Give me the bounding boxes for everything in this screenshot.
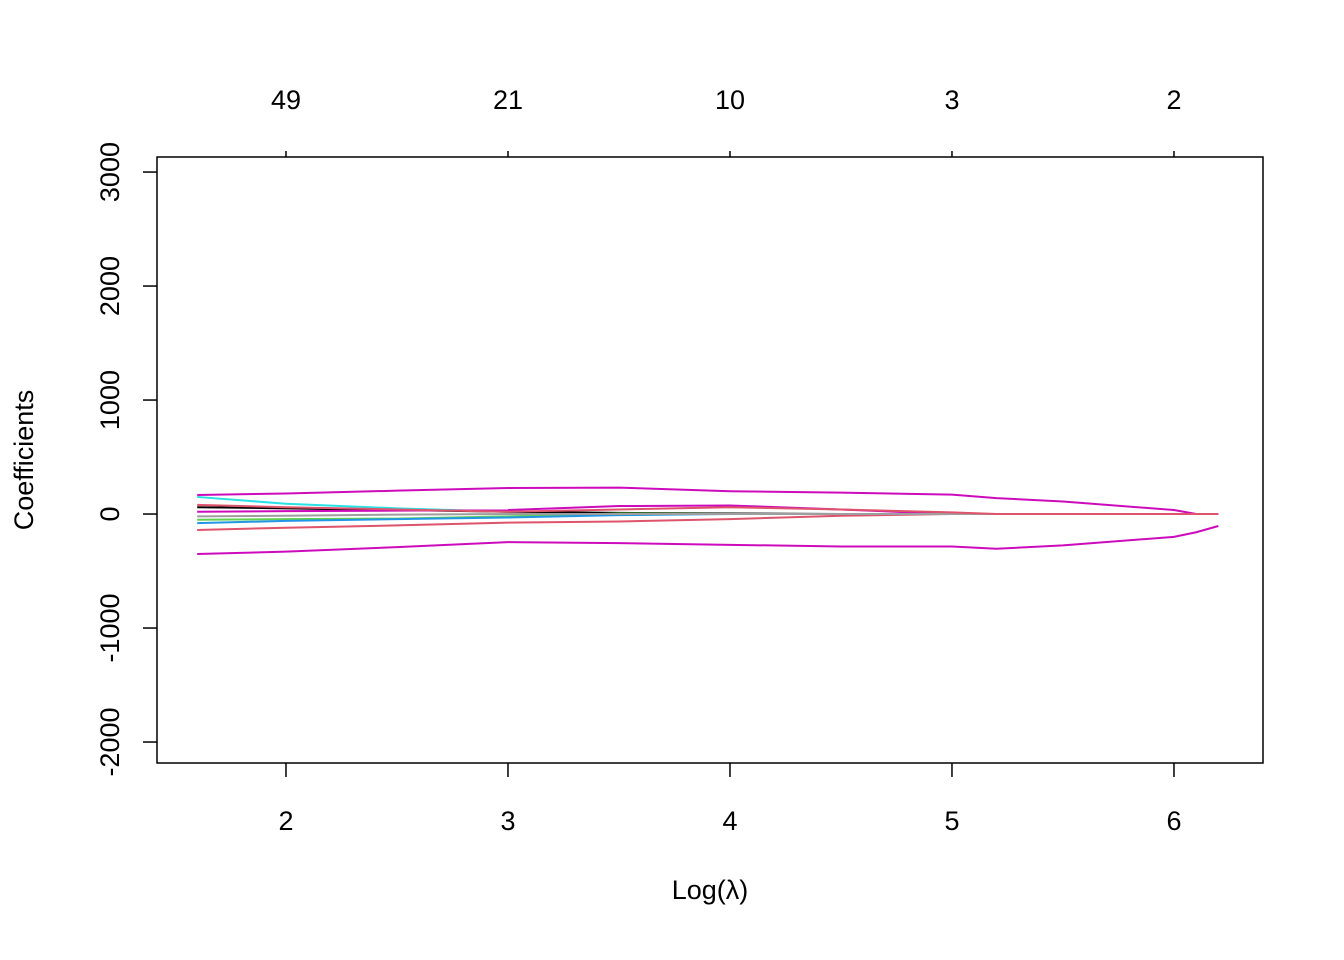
coef-path bbox=[197, 513, 1219, 531]
coef-path bbox=[197, 525, 1219, 556]
x-tick-label: 2 bbox=[278, 806, 293, 836]
top-tick-label: 49 bbox=[271, 85, 301, 115]
top-tick-label: 3 bbox=[944, 85, 959, 115]
x-tick-label: 3 bbox=[500, 806, 515, 836]
plot-frame bbox=[156, 156, 1264, 764]
top-tick-label: 21 bbox=[493, 85, 523, 115]
coef-path bbox=[197, 503, 1219, 516]
y-tick-label: 3000 bbox=[95, 142, 125, 202]
coef-path bbox=[197, 486, 1219, 516]
top-tick-label: 2 bbox=[1166, 85, 1181, 115]
x-tick-label: 5 bbox=[944, 806, 959, 836]
y-tick-label: 1000 bbox=[95, 370, 125, 430]
y-tick-label: 0 bbox=[95, 507, 125, 522]
y-tick-label: -2000 bbox=[95, 707, 125, 776]
x-tick-label: 4 bbox=[722, 806, 737, 836]
y-tick-label: 2000 bbox=[95, 256, 125, 316]
top-tick-label: 10 bbox=[715, 85, 745, 115]
y-tick-label: -1000 bbox=[95, 593, 125, 662]
x-axis-label: Log(λ) bbox=[672, 875, 749, 905]
x-tick-label: 6 bbox=[1166, 806, 1181, 836]
y-axis-label: Coefficients bbox=[9, 390, 39, 531]
